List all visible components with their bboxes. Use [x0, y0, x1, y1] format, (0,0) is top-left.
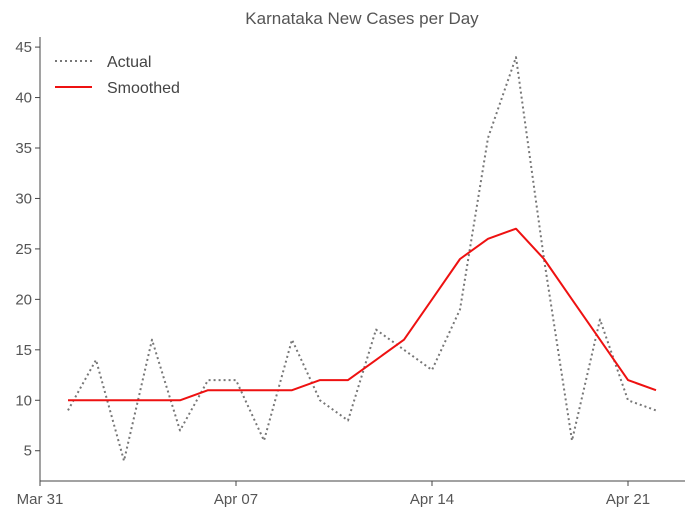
y-tick-label: 30 [15, 190, 32, 207]
chart-axes: 5 10 15 20 25 30 35 40 45 Mar 31 Apr 07 Apr 14 Apr 2… [15, 37, 685, 508]
legend-label-smoothed: Smoothed [107, 80, 180, 97]
y-tick-label: 45 [15, 39, 32, 56]
x-tick-label: Mar 31 [17, 491, 64, 508]
y-tick-label: 5 [24, 443, 32, 460]
y-tick-label: 20 [15, 291, 32, 308]
x-tick-label: Apr 21 [606, 491, 650, 508]
chart-legend: Actual Smoothed [55, 54, 180, 97]
series-line-actual [67, 56, 657, 462]
y-tick-label: 15 [15, 342, 32, 359]
x-tick-label: Apr 07 [214, 491, 258, 508]
y-tick-label: 35 [15, 140, 32, 157]
y-tick-label: 25 [15, 241, 32, 258]
chart-title: Karnataka New Cases per Day [245, 9, 479, 28]
legend-label-actual: Actual [107, 54, 151, 71]
series-line-smoothed [68, 227, 657, 402]
x-tick-label: Apr 14 [410, 491, 454, 508]
y-tick-label: 40 [15, 90, 32, 107]
y-tick-label: 10 [15, 392, 32, 409]
series-layer [67, 56, 657, 462]
